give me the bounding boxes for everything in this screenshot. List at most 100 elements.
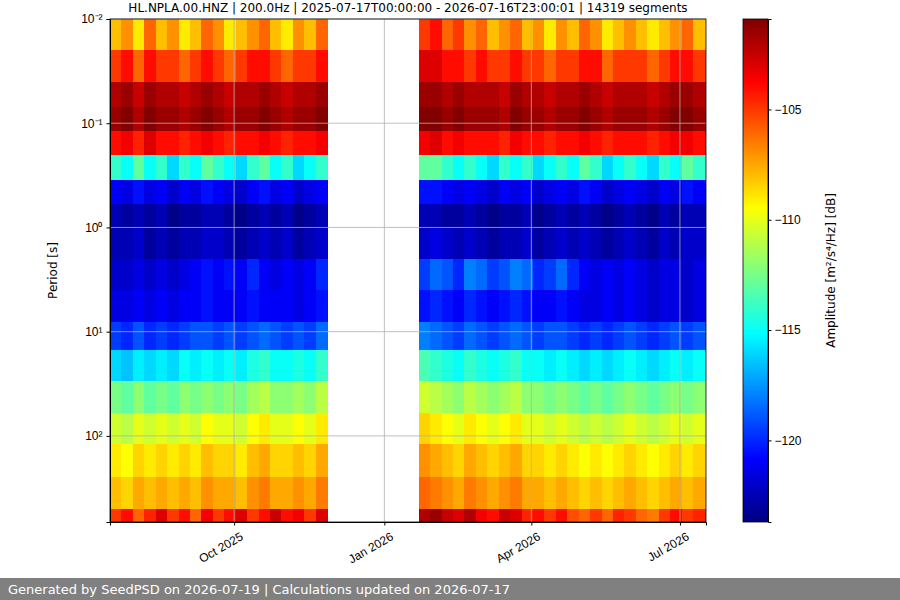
- cell: [476, 82, 488, 108]
- cell: [110, 477, 122, 509]
- cell: [579, 50, 591, 82]
- cell: [556, 155, 568, 181]
- cell: [110, 290, 122, 322]
- cell: [567, 19, 579, 51]
- cell: [659, 290, 671, 322]
- cell: [144, 322, 156, 351]
- cell: [247, 131, 259, 155]
- cell: [293, 509, 305, 522]
- cell: [567, 259, 579, 291]
- cell: [533, 19, 545, 51]
- cell: [556, 444, 568, 478]
- cell: [693, 381, 706, 413]
- cell: [179, 82, 191, 108]
- cell: [259, 82, 271, 108]
- cell: [682, 204, 694, 228]
- tick-mark: [107, 123, 111, 124]
- cell: [442, 477, 454, 509]
- cell: [693, 107, 706, 132]
- cell: [499, 155, 511, 181]
- cell: [293, 322, 305, 351]
- cell: [647, 50, 659, 82]
- cell: [590, 19, 602, 51]
- cell: [453, 227, 465, 259]
- cell: [579, 322, 591, 351]
- cell: [464, 413, 476, 445]
- cell: [213, 82, 225, 108]
- cell: [236, 444, 248, 478]
- tick: 10⁰: [85, 221, 110, 235]
- cell: [499, 509, 511, 522]
- cell: [179, 290, 191, 322]
- cell: [453, 155, 465, 181]
- tick-label: 10⁻²: [81, 12, 102, 26]
- cell: [613, 290, 625, 322]
- cell: [636, 155, 648, 181]
- tick-mark: [107, 332, 111, 333]
- cell: [144, 180, 156, 205]
- cell: [201, 227, 213, 259]
- cell: [247, 155, 259, 181]
- cell: [636, 19, 648, 51]
- cell: [533, 381, 545, 413]
- cell: [270, 50, 282, 82]
- cell: [682, 50, 694, 82]
- cell: [682, 155, 694, 181]
- cell: [613, 180, 625, 205]
- cell: [556, 509, 568, 522]
- cell: [121, 155, 133, 181]
- cell: [464, 290, 476, 322]
- cell: [464, 477, 476, 509]
- cell: [133, 290, 145, 322]
- cell: [636, 290, 648, 322]
- cell: [510, 180, 522, 205]
- cell: [693, 290, 706, 322]
- cell: [659, 322, 671, 351]
- tick-label: 10²: [85, 429, 102, 443]
- cell: [659, 204, 671, 228]
- cell: [624, 259, 636, 291]
- cell: [544, 290, 556, 322]
- tick-mark: [107, 19, 111, 20]
- cell: [624, 131, 636, 155]
- cell: [533, 259, 545, 291]
- cell: [144, 509, 156, 522]
- cell: [167, 155, 179, 181]
- cell: [579, 413, 591, 445]
- cell: [567, 155, 579, 181]
- cell: [201, 322, 213, 351]
- cell: [144, 444, 156, 478]
- cell: [487, 227, 499, 259]
- cell: [499, 259, 511, 291]
- cell: [499, 50, 511, 82]
- cell: [533, 477, 545, 509]
- grid-line: [679, 19, 680, 522]
- cell: [602, 381, 614, 413]
- cell: [659, 180, 671, 205]
- cell: [636, 50, 648, 82]
- cell: [613, 155, 625, 181]
- cell: [636, 413, 648, 445]
- cell: [567, 509, 579, 522]
- cell: [613, 131, 625, 155]
- cell: [179, 322, 191, 351]
- cell: [144, 413, 156, 445]
- cell: [133, 444, 145, 478]
- cell: [442, 131, 454, 155]
- cell: [682, 180, 694, 205]
- cell: [544, 509, 556, 522]
- cell: [487, 82, 499, 108]
- tick: 10⁻¹: [81, 117, 110, 131]
- cell: [602, 131, 614, 155]
- cell: [133, 259, 145, 291]
- cell: [110, 50, 122, 82]
- tick-label: 10⁰: [85, 221, 102, 235]
- cell: [510, 444, 522, 478]
- cell: [442, 155, 454, 181]
- cell: [236, 82, 248, 108]
- cell: [476, 290, 488, 322]
- cell: [476, 155, 488, 181]
- cell: [464, 444, 476, 478]
- cell: [556, 180, 568, 205]
- cell: [167, 19, 179, 51]
